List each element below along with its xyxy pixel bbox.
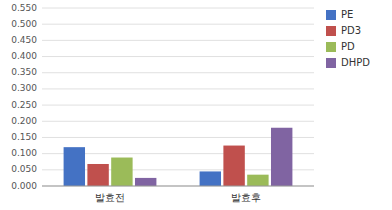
grid-line <box>42 8 314 9</box>
x-tick-label: 발효후 <box>231 192 261 203</box>
bar <box>271 128 292 186</box>
legend-swatch <box>326 42 336 52</box>
bar <box>247 175 268 186</box>
grid-line <box>42 24 314 25</box>
legend-swatch <box>326 58 336 68</box>
y-tick-label: 0.200 <box>11 116 37 126</box>
grid-line <box>42 72 314 73</box>
y-tick-label: 0.300 <box>11 83 37 93</box>
y-tick-label: 0.350 <box>11 67 37 77</box>
bar-series <box>87 146 244 186</box>
legend-label: DHPD <box>341 57 370 68</box>
bars <box>64 128 293 186</box>
y-tick-label: 0.100 <box>11 148 37 158</box>
grid-line <box>42 40 314 41</box>
x-axis-line <box>42 186 314 187</box>
legend-swatch <box>326 10 336 20</box>
y-tick-label: 0.450 <box>11 35 37 45</box>
y-tick-label: 0.500 <box>11 19 37 29</box>
grid-line <box>42 88 314 89</box>
legend: PE PD3 PD DHPD <box>326 9 370 68</box>
legend-label: PD <box>341 41 355 52</box>
x-axis: 발효전 발효후 <box>42 186 314 203</box>
bar <box>87 164 108 186</box>
y-tick-label: 0.400 <box>11 51 37 61</box>
grid-line <box>42 121 314 122</box>
grid-line <box>42 56 314 57</box>
bar <box>64 147 85 186</box>
y-tick-label: 0.550 <box>11 3 37 13</box>
grid-line <box>42 186 314 187</box>
grid-line <box>42 105 314 106</box>
legend-label: PE <box>341 9 353 20</box>
legend-label: PD3 <box>341 25 361 36</box>
y-axis: 0.000 0.050 0.100 0.150 0.200 0.250 0.300 0.350… <box>11 3 37 191</box>
y-tick-label: 0.000 <box>11 181 37 191</box>
y-tick-label: 0.050 <box>11 164 37 174</box>
bar-series <box>64 147 221 186</box>
y-grid <box>42 8 314 186</box>
bar <box>200 171 221 186</box>
bar <box>135 178 156 186</box>
legend-swatch <box>326 26 336 36</box>
y-tick-label: 0.150 <box>11 132 37 142</box>
chart-container: 0.000 0.050 0.100 0.150 0.200 0.250 0.300 0.350… <box>0 0 392 210</box>
bar-series <box>111 158 268 186</box>
bar <box>223 146 244 186</box>
x-tick-label: 발효전 <box>95 192 125 203</box>
bar <box>111 158 132 186</box>
chart-svg: 0.000 0.050 0.100 0.150 0.200 0.250 0.300 0.350… <box>0 0 392 210</box>
bar-series <box>135 128 292 186</box>
y-tick-label: 0.250 <box>11 100 37 110</box>
